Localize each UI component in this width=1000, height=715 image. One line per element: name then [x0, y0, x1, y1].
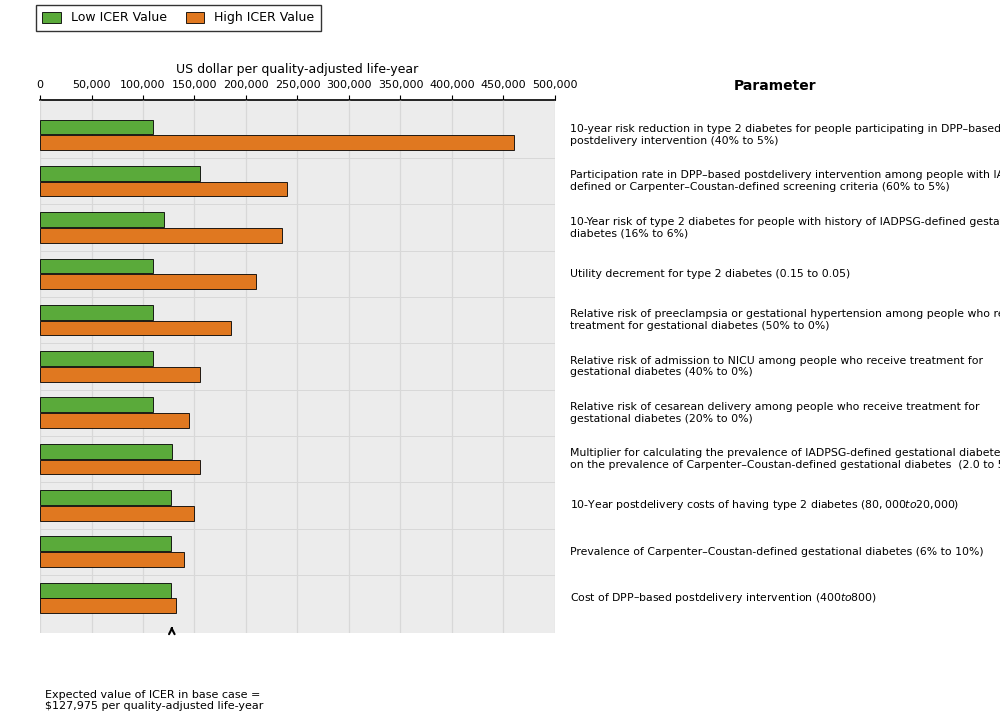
Bar: [40, 259, 153, 273]
Bar: [40, 398, 153, 413]
Bar: [40, 135, 514, 150]
Bar: [40, 182, 287, 197]
Text: 10-Year postdelivery costs of having type 2 diabetes ($80,000 to $20,000): 10-Year postdelivery costs of having typ…: [570, 498, 959, 513]
Bar: [40, 552, 184, 567]
Bar: [40, 583, 171, 598]
Text: Cost of DPP–based postdelivery intervention ($400 to $800): Cost of DPP–based postdelivery intervent…: [570, 591, 877, 605]
Bar: [40, 490, 171, 505]
Text: Relative risk of preeclampsia or gestational hypertension among people who recei: Relative risk of preeclampsia or gestati…: [570, 310, 1000, 331]
Bar: [40, 305, 153, 320]
Bar: [40, 166, 200, 181]
Legend: Low ICER Value, High ICER Value: Low ICER Value, High ICER Value: [36, 5, 321, 31]
Bar: [40, 367, 200, 382]
Text: Expected value of ICER in base case =
$127,975 per quality-adjusted life-year: Expected value of ICER in base case = $1…: [45, 690, 263, 711]
X-axis label: US dollar per quality-adjusted life-year: US dollar per quality-adjusted life-year: [176, 64, 419, 77]
Bar: [40, 228, 282, 243]
Bar: [40, 413, 189, 428]
Bar: [40, 506, 194, 521]
Bar: [40, 460, 200, 474]
Bar: [40, 119, 153, 134]
Bar: [40, 212, 164, 227]
Bar: [40, 536, 171, 551]
Text: Multiplier for calculating the prevalence of IADPSG-defined gestational diabetes: Multiplier for calculating the prevalenc…: [570, 448, 1000, 470]
Text: Relative risk of admission to NICU among people who receive treatment for
gestat: Relative risk of admission to NICU among…: [570, 355, 983, 378]
Text: Participation rate in DPP–based postdelivery intervention among people with IADP: Participation rate in DPP–based postdeli…: [570, 170, 1000, 192]
Text: Utility decrement for type 2 diabetes (0.15 to 0.05): Utility decrement for type 2 diabetes (0…: [570, 269, 850, 279]
Bar: [40, 320, 231, 335]
Text: Parameter: Parameter: [734, 79, 816, 93]
Text: 10-year risk reduction in type 2 diabetes for people participating in DPP–based
: 10-year risk reduction in type 2 diabete…: [570, 124, 1000, 146]
Bar: [40, 275, 256, 289]
Text: 10-Year risk of type 2 diabetes for people with history of IADPSG-defined gestat: 10-Year risk of type 2 diabetes for peop…: [570, 217, 1000, 238]
Bar: [40, 598, 176, 613]
Text: Relative risk of cesarean delivery among people who receive treatment for
gestat: Relative risk of cesarean delivery among…: [570, 402, 980, 423]
Bar: [40, 351, 153, 366]
Bar: [40, 444, 172, 458]
Text: Prevalence of Carpenter–Coustan-defined gestational diabetes (6% to 10%): Prevalence of Carpenter–Coustan-defined …: [570, 547, 984, 557]
